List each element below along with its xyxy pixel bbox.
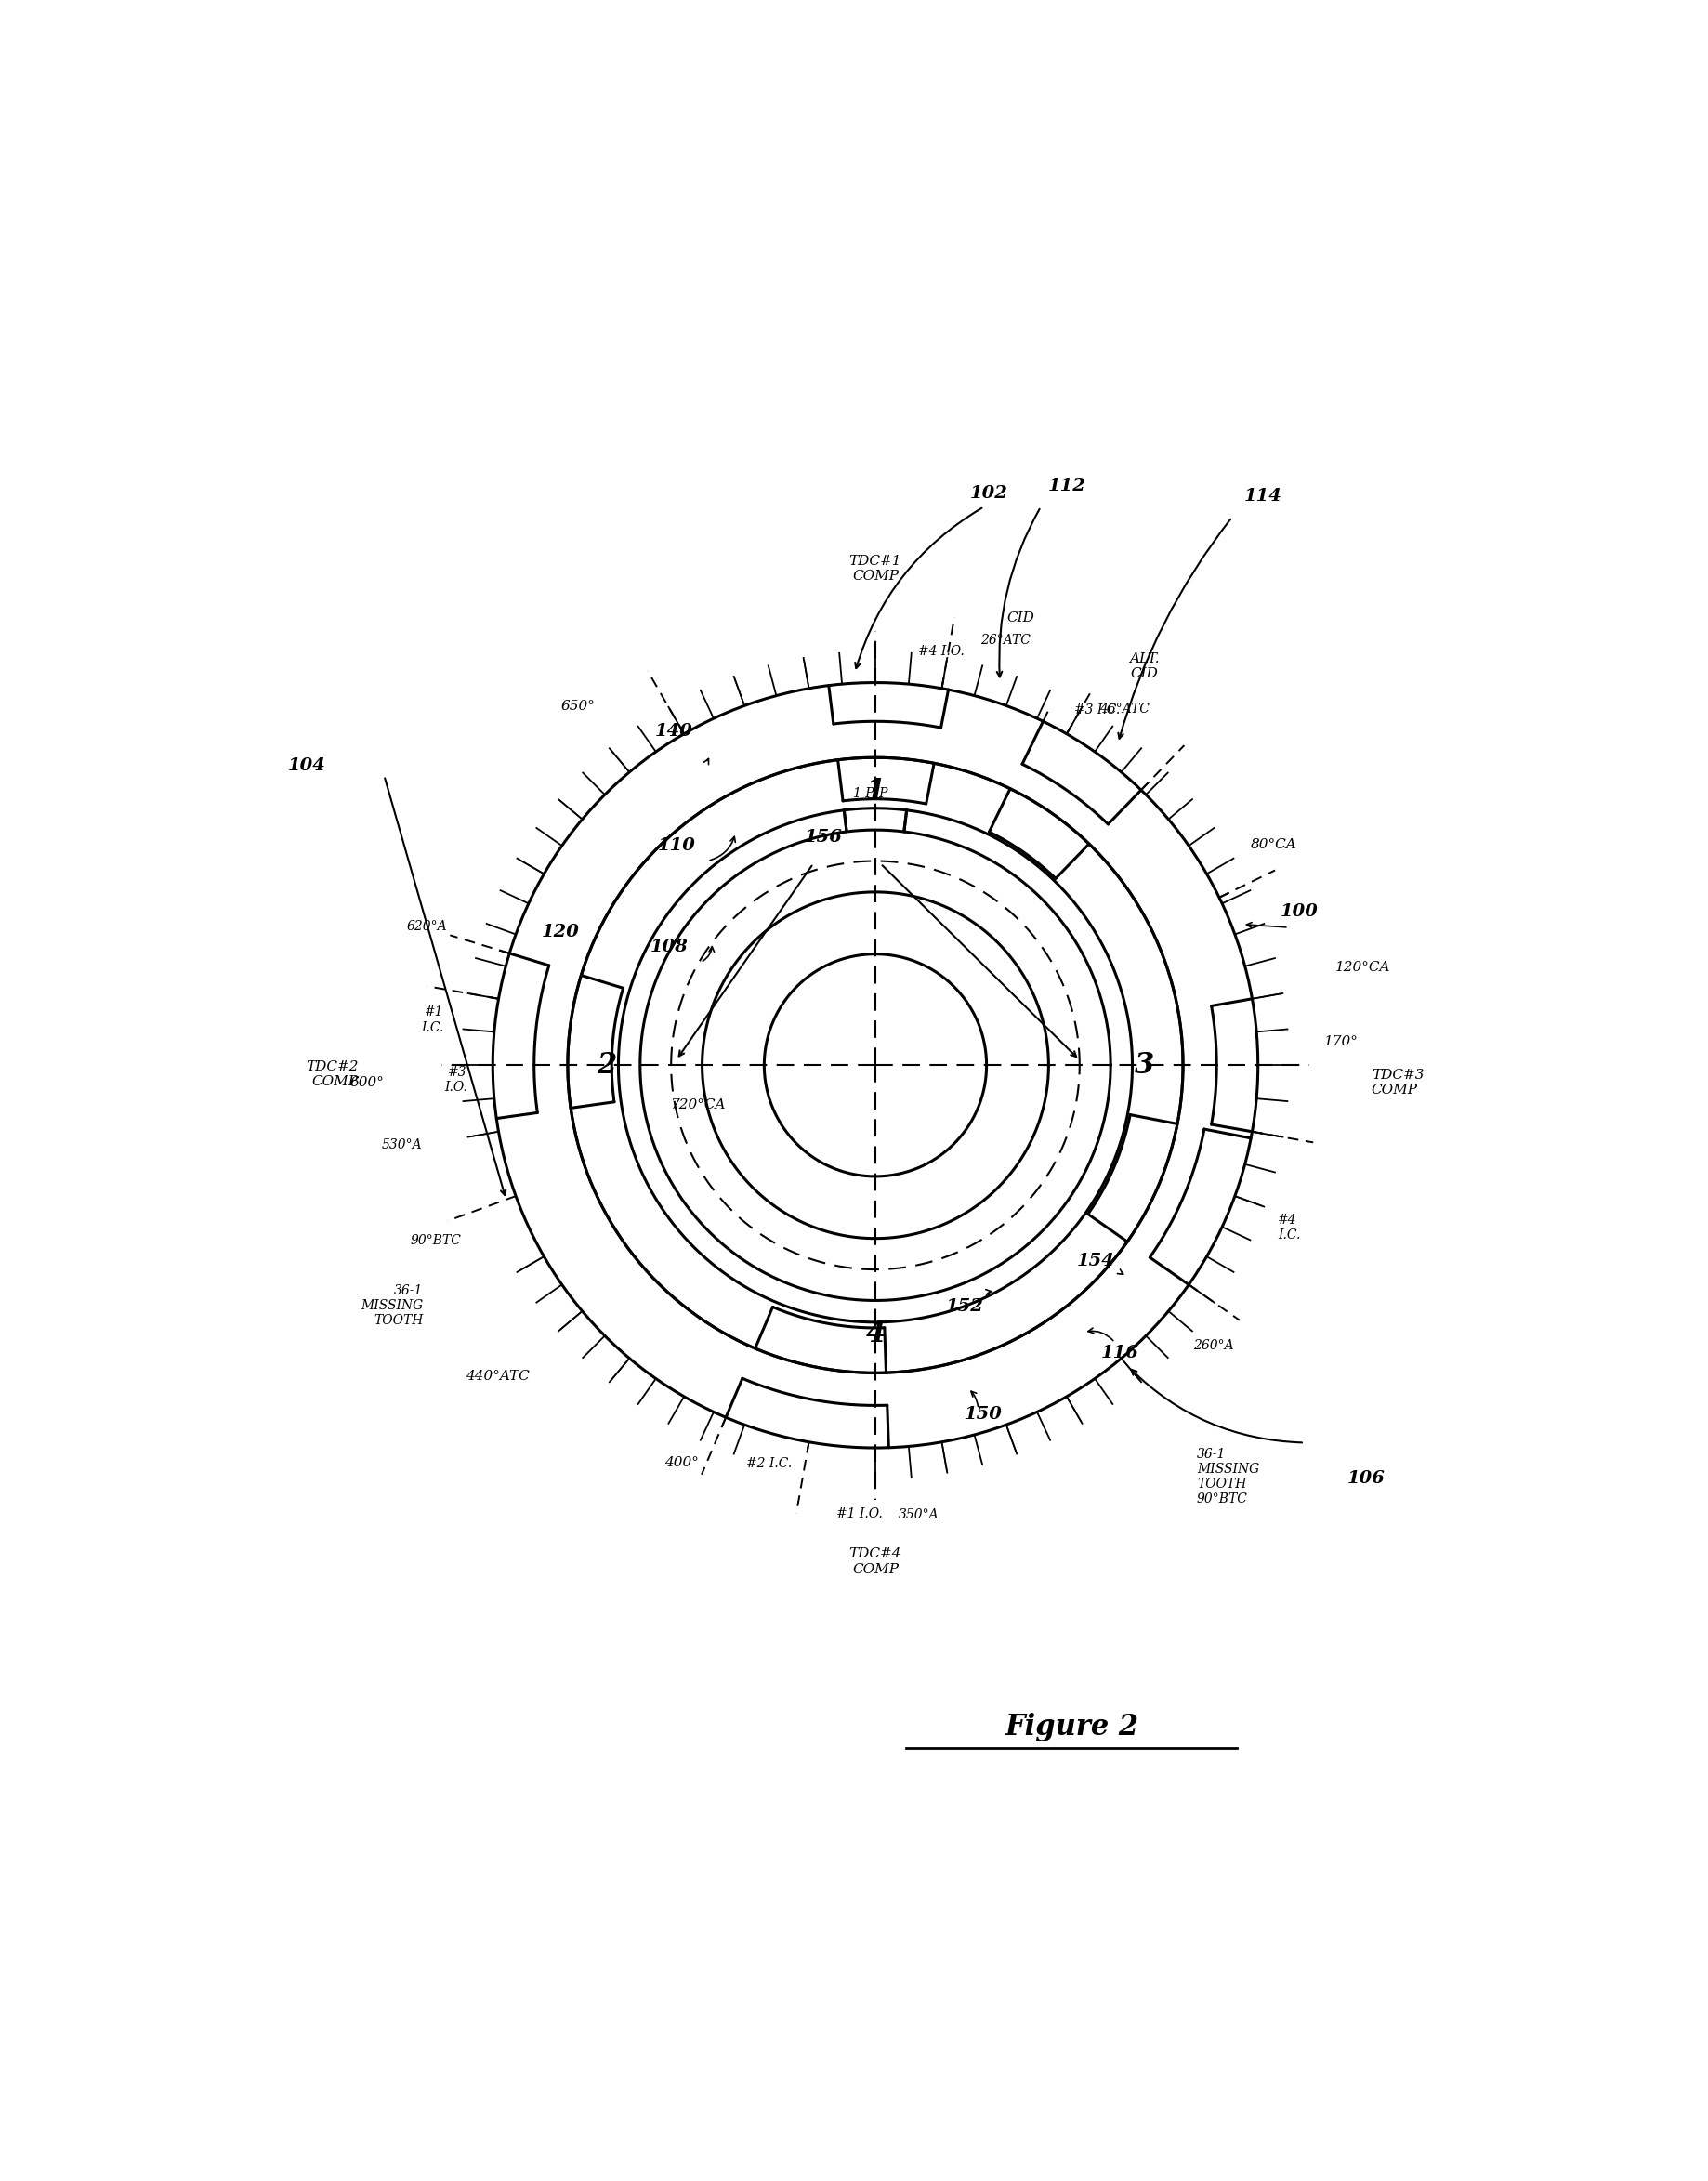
Text: CID: CID <box>1008 611 1035 624</box>
Text: #4 I.O.: #4 I.O. <box>917 646 963 659</box>
Text: #3
I.O.: #3 I.O. <box>444 1067 466 1093</box>
Text: 1: 1 <box>866 776 885 805</box>
Text: #1 I.O.: #1 I.O. <box>837 1507 883 1520</box>
Text: 36-1
MISSING
TOOTH: 36-1 MISSING TOOTH <box>360 1285 424 1326</box>
Text: 112: 112 <box>1047 478 1086 495</box>
Text: 3: 3 <box>1134 1051 1155 1080</box>
Text: 106: 106 <box>1348 1470 1385 1487</box>
Text: 80°CA: 80°CA <box>1250 838 1296 851</box>
Text: 530°A: 530°A <box>381 1138 422 1152</box>
Text: 720°CA: 720°CA <box>670 1099 726 1112</box>
Text: 36-1
MISSING
TOOTH
90°BTC: 36-1 MISSING TOOTH 90°BTC <box>1197 1448 1259 1505</box>
Text: ALT.
CID: ALT. CID <box>1129 652 1160 680</box>
Text: 120: 120 <box>541 923 579 940</box>
Text: 150: 150 <box>965 1407 1003 1422</box>
Text: 1 PIP: 1 PIP <box>854 787 888 800</box>
Text: #2 I.C.: #2 I.C. <box>746 1457 793 1470</box>
Text: 110: 110 <box>658 838 695 853</box>
Text: 4: 4 <box>866 1320 885 1348</box>
Text: 650°: 650° <box>560 700 594 713</box>
Text: #3 I.C.: #3 I.C. <box>1074 704 1120 718</box>
Text: 26°ATC: 26°ATC <box>980 632 1030 646</box>
Text: TDC#2
COMP: TDC#2 COMP <box>306 1060 359 1088</box>
Text: Figure 2: Figure 2 <box>1004 1712 1139 1740</box>
Text: 108: 108 <box>651 938 688 955</box>
Text: 120°CA: 120°CA <box>1336 962 1390 975</box>
Text: 2: 2 <box>596 1051 617 1080</box>
Text: 104: 104 <box>287 757 326 774</box>
Text: 100: 100 <box>1279 903 1319 920</box>
Text: 140: 140 <box>654 722 693 739</box>
Text: 400°: 400° <box>664 1457 699 1470</box>
Text: #1
I.C.: #1 I.C. <box>420 1005 444 1034</box>
Text: 600°: 600° <box>350 1075 384 1088</box>
Text: TDC#3
COMP: TDC#3 COMP <box>1372 1069 1424 1097</box>
Text: TDC#1
COMP: TDC#1 COMP <box>849 554 902 582</box>
Text: 620°A: 620°A <box>407 920 447 933</box>
Text: 46°ATC: 46°ATC <box>1100 702 1149 715</box>
Text: #4
I.C.: #4 I.C. <box>1278 1215 1301 1241</box>
Text: 152: 152 <box>946 1298 984 1315</box>
Text: 154: 154 <box>1076 1252 1115 1269</box>
Text: 116: 116 <box>1102 1343 1139 1361</box>
Text: 102: 102 <box>970 484 1008 502</box>
Text: 350°A: 350°A <box>898 1507 939 1520</box>
Text: 440°ATC: 440°ATC <box>466 1370 529 1383</box>
Text: 156: 156 <box>804 829 842 846</box>
Text: 170°: 170° <box>1325 1036 1360 1049</box>
Text: 90°BTC: 90°BTC <box>410 1234 461 1248</box>
Text: 114: 114 <box>1243 489 1283 504</box>
Text: TDC#4
COMP: TDC#4 COMP <box>849 1549 902 1575</box>
Text: 260°A: 260°A <box>1194 1339 1233 1352</box>
